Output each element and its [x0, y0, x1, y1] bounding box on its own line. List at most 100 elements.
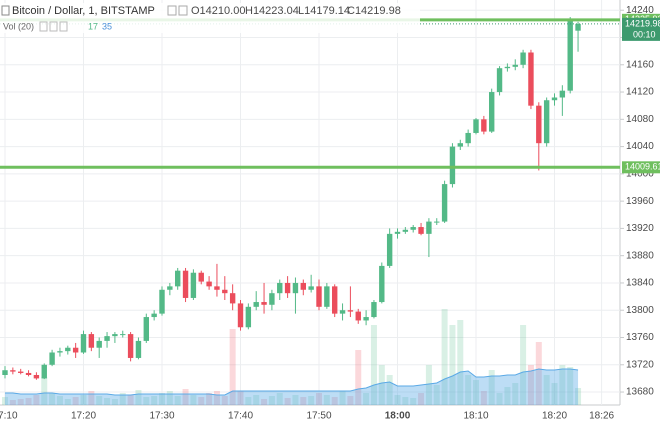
- volume-bar: [449, 325, 456, 405]
- candle-body: [426, 221, 432, 234]
- y-tick-label: 14160: [626, 59, 654, 70]
- volume-bar: [402, 397, 409, 405]
- volume-bar: [135, 390, 142, 405]
- volume-ma-value: 35: [102, 21, 112, 31]
- legend-header: Bitcoin / Dollar, 1, BITSTAMP O14210.00 …: [0, 3, 420, 33]
- volume-bar: [2, 397, 8, 405]
- volume-bar: [119, 393, 126, 405]
- volume-bar: [339, 391, 346, 405]
- volume-bar: [488, 370, 495, 405]
- candle-body: [269, 293, 275, 305]
- x-tick-label: 18:20: [542, 411, 567, 422]
- y-tick-label: 14240: [626, 5, 654, 16]
- volume-label: Vol (20): [3, 21, 34, 31]
- volume-bar: [567, 367, 574, 405]
- candle-body: [347, 310, 354, 312]
- volume-bar: [496, 393, 503, 405]
- candle-body: [371, 302, 377, 318]
- volume-bar: [190, 395, 197, 405]
- volume-bar: [111, 399, 118, 405]
- x-tick-label: 17:20: [71, 411, 96, 422]
- volume-bar: [331, 397, 338, 405]
- volume-bar: [370, 325, 377, 405]
- volume-bar: [213, 391, 220, 405]
- candle-body: [222, 289, 228, 294]
- volume-ma-line: [5, 368, 579, 396]
- volume-bar: [206, 393, 213, 405]
- candle-body: [167, 286, 173, 290]
- volume-bar: [268, 396, 275, 405]
- volume-bar: [410, 398, 417, 405]
- volume-bar: [355, 350, 362, 405]
- volume-bar: [151, 396, 158, 405]
- candle-body: [363, 317, 369, 321]
- volume-pane: [2, 309, 582, 405]
- y-tick-label: 14040: [626, 141, 654, 152]
- candle-body: [127, 334, 134, 358]
- candle-body: [120, 334, 126, 336]
- candle-body: [2, 370, 8, 375]
- icon[interactable]: [39, 21, 48, 32]
- candle-body: [316, 286, 322, 307]
- volume-value: 17: [88, 21, 98, 31]
- candle-body: [339, 310, 346, 314]
- volume-bar: [104, 398, 111, 405]
- volume-bar: [543, 375, 550, 405]
- volume-bar: [72, 397, 79, 405]
- volume-bar: [96, 396, 103, 405]
- candle-body: [528, 52, 534, 106]
- volume-bar: [457, 320, 464, 405]
- candle-body: [332, 286, 338, 314]
- volume-bar: [575, 388, 582, 405]
- candle-body: [410, 227, 416, 230]
- candle-body: [559, 90, 566, 98]
- volume-bar: [229, 329, 236, 405]
- volume-bar: [559, 365, 566, 405]
- y-tick-label: 13800: [626, 305, 654, 316]
- volume-bar: [159, 393, 165, 405]
- icon[interactable]: [59, 21, 68, 32]
- volume-ma-area: [5, 369, 579, 405]
- volume-bar: [300, 397, 307, 405]
- volume-bar: [292, 395, 299, 405]
- volume-bar: [386, 375, 393, 405]
- candle-body: [394, 231, 401, 234]
- volume-bar: [465, 375, 472, 405]
- icon[interactable]: [167, 5, 177, 16]
- volume-bar: [237, 391, 244, 405]
- y-tick-label: 13680: [626, 387, 654, 398]
- y-tick-label: 14000: [626, 169, 654, 180]
- candle-body: [214, 286, 220, 290]
- close-label: C14219.98: [347, 5, 401, 17]
- candle-body: [324, 286, 330, 307]
- y-tick-label: 14080: [626, 114, 654, 125]
- candle-body: [57, 351, 63, 353]
- candle-body: [457, 143, 463, 147]
- collapse-icon[interactable]: [1, 5, 10, 16]
- x-tick-label: 18:00: [385, 411, 411, 422]
- volume-bar: [33, 395, 40, 405]
- volume-bar: [182, 389, 189, 405]
- icon[interactable]: [178, 5, 188, 16]
- candle-body: [536, 105, 542, 144]
- icon[interactable]: [49, 21, 58, 32]
- volume-bar: [473, 380, 479, 405]
- candle-body: [253, 302, 259, 307]
- volume-bar: [316, 393, 322, 405]
- candle-body: [159, 289, 165, 314]
- candle-body: [473, 119, 479, 133]
- candle-body: [355, 311, 361, 321]
- volume-bar: [88, 391, 95, 405]
- candle-body: [33, 375, 40, 379]
- candle-body: [72, 347, 79, 353]
- volume-bar: [166, 391, 173, 405]
- volume-bar: [198, 397, 205, 405]
- volume-bar: [25, 398, 32, 405]
- candle-body: [206, 281, 212, 287]
- candle-body: [175, 270, 181, 287]
- y-tick-label: 13720: [626, 359, 654, 370]
- candle-body: [543, 100, 550, 144]
- x-tick-label: 17:10: [0, 411, 18, 422]
- high-label: H14223.04: [245, 5, 299, 17]
